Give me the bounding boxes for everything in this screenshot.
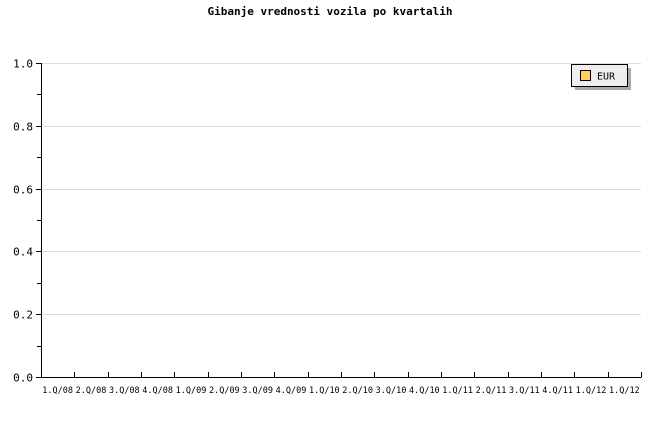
x-tick-label: 3.Q/11 (509, 386, 540, 396)
x-tick-label: 1.Q/10 (309, 386, 340, 396)
legend: EUR (571, 64, 631, 90)
x-tick-label: 4.Q/10 (409, 386, 440, 396)
x-tick-label: 2.Q/08 (76, 386, 107, 396)
x-tick-label: 4.Q/08 (142, 386, 173, 396)
legend-label: EUR (597, 72, 616, 83)
x-tick-label: 3.Q/08 (109, 386, 140, 396)
x-tick-label: 1.Q/08 (42, 386, 73, 396)
y-tick-label: 0.2 (13, 309, 33, 322)
chart-title: Gibanje vrednosti vozila po kvartalih (207, 5, 452, 18)
y-tick-label: 0.4 (13, 246, 33, 259)
y-tick-label: 1.0 (13, 58, 33, 71)
x-tick-label: 4.Q/11 (542, 386, 573, 396)
x-tick-label: 4.Q/09 (276, 386, 307, 396)
x-tick-label: 1.Q/12 (576, 386, 607, 396)
y-tick-label: 0.0 (13, 372, 33, 385)
x-tick-label: 1.Q/09 (176, 386, 207, 396)
x-tick-label: 3.Q/10 (376, 386, 407, 396)
x-tick-label: 2.Q/10 (342, 386, 373, 396)
x-tick-label: 2.Q/11 (476, 386, 507, 396)
x-tick-label: 2.Q/09 (209, 386, 240, 396)
x-tick-label: 1.Q/12 (609, 386, 640, 396)
x-tick-label: 3.Q/09 (242, 386, 273, 396)
axes: 0.00.20.40.60.81.01.Q/08 2.Q/08 3.Q/08 4.Q/… (13, 58, 642, 396)
y-tick-label: 0.6 (13, 184, 33, 197)
grid (41, 63, 641, 315)
x-tick-label: 1.Q/11 (442, 386, 473, 396)
legend-swatch (580, 70, 591, 81)
y-tick-label: 0.8 (13, 121, 33, 134)
